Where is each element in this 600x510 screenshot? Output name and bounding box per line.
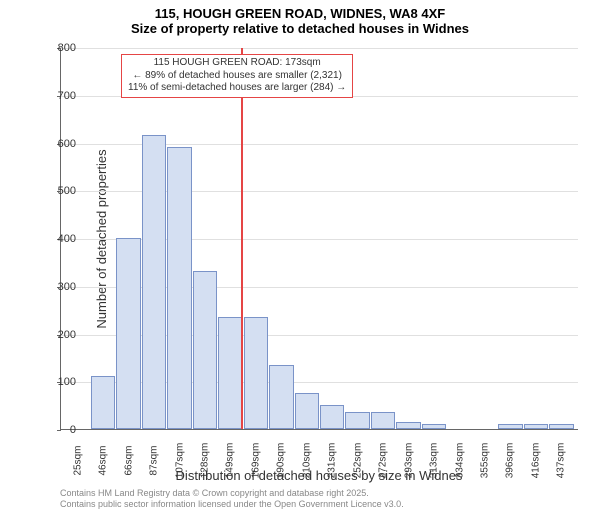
ytick-label: 500 — [36, 185, 76, 197]
bar — [218, 317, 242, 429]
bar-slot: 355sqm — [472, 48, 497, 429]
bar — [549, 424, 573, 429]
bar-slot: 396sqm — [498, 48, 523, 429]
annotation-line-2: ← 89% of detached houses are smaller (2,… — [128, 70, 346, 83]
bar — [193, 271, 217, 429]
bar-slot: 210sqm — [294, 48, 319, 429]
ytick-label: 0 — [36, 424, 76, 436]
bar-slot: 272sqm — [370, 48, 395, 429]
bar-slot: 149sqm — [218, 48, 243, 429]
ytick-label: 600 — [36, 138, 76, 150]
bar-slot: 334sqm — [447, 48, 472, 429]
bar — [371, 412, 395, 429]
bar-slot: 87sqm — [141, 48, 166, 429]
chart-area: Number of detached properties 25sqm46sqm… — [60, 48, 578, 430]
bar-slot: 437sqm — [549, 48, 574, 429]
bar-slot: 46sqm — [90, 48, 115, 429]
bar-slot: 252sqm — [345, 48, 370, 429]
bar — [142, 135, 166, 429]
bar — [422, 424, 446, 429]
bar — [345, 412, 369, 429]
annotation-box: 115 HOUGH GREEN ROAD: 173sqm ← 89% of de… — [121, 54, 353, 98]
bar — [320, 405, 344, 429]
credits: Contains HM Land Registry data © Crown c… — [60, 488, 404, 510]
bar — [91, 376, 115, 429]
title-line-1: 115, HOUGH GREEN ROAD, WIDNES, WA8 4XF — [0, 6, 600, 21]
bar-slot: 190sqm — [269, 48, 294, 429]
bars-container: 25sqm46sqm66sqm87sqm107sqm128sqm149sqm16… — [61, 48, 578, 429]
ytick-label: 800 — [36, 42, 76, 54]
bar-slot: 169sqm — [243, 48, 268, 429]
bar-slot: 66sqm — [116, 48, 141, 429]
credits-line-1: Contains HM Land Registry data © Crown c… — [60, 488, 404, 499]
annotation-line-3: 11% of semi-detached houses are larger (… — [128, 82, 346, 95]
plot-region: 25sqm46sqm66sqm87sqm107sqm128sqm149sqm16… — [60, 48, 578, 430]
bar — [396, 422, 420, 429]
chart-title-block: 115, HOUGH GREEN ROAD, WIDNES, WA8 4XF S… — [0, 0, 600, 36]
bar — [295, 393, 319, 429]
bar — [498, 424, 522, 429]
bar — [269, 365, 293, 429]
ytick-label: 300 — [36, 281, 76, 293]
ytick-label: 700 — [36, 90, 76, 102]
bar-slot: 107sqm — [167, 48, 192, 429]
bar-slot: 293sqm — [396, 48, 421, 429]
x-axis-label: Distribution of detached houses by size … — [60, 468, 578, 483]
bar — [167, 147, 191, 429]
bar — [524, 424, 548, 429]
ytick-label: 100 — [36, 376, 76, 388]
bar — [244, 317, 268, 429]
bar-slot: 231sqm — [320, 48, 345, 429]
bar-slot: 313sqm — [421, 48, 446, 429]
title-line-2: Size of property relative to detached ho… — [0, 21, 600, 36]
reference-line — [241, 48, 243, 429]
annotation-line-1: 115 HOUGH GREEN ROAD: 173sqm — [128, 57, 346, 70]
credits-line-2: Contains public sector information licen… — [60, 499, 404, 510]
bar-slot: 416sqm — [523, 48, 548, 429]
bar — [116, 238, 140, 429]
bar-slot: 128sqm — [192, 48, 217, 429]
ytick-label: 200 — [36, 329, 76, 341]
ytick-label: 400 — [36, 233, 76, 245]
